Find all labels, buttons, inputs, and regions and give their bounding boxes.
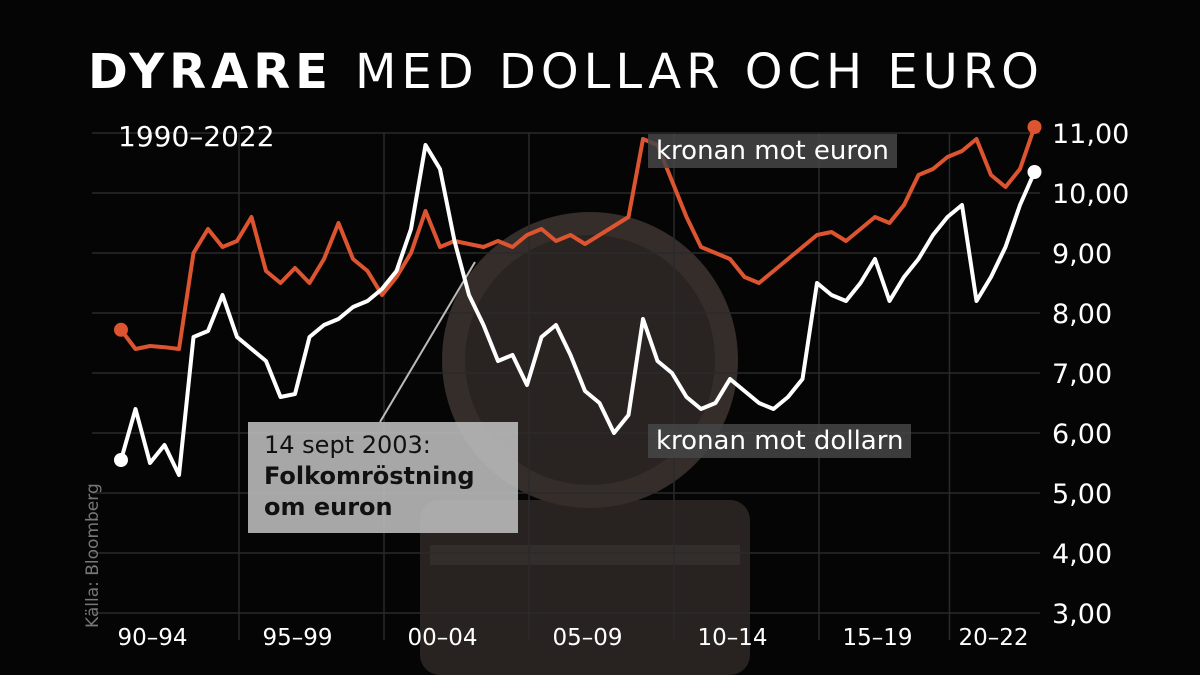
end-point [114,322,128,337]
end-point [114,453,128,467]
x-tick-label: 10–14 [697,625,767,651]
y-tick-label: 9,00 [1052,239,1112,270]
x-tick-label: 05–09 [552,625,622,651]
annotation-date: 14 sept 2003: [264,431,431,459]
end-point [1027,120,1042,134]
annotation-text: Folkomröstning om euron [264,462,475,521]
title-bold: DYRARE [88,44,333,100]
end-point [1027,165,1042,179]
annotation-pointer [379,261,476,423]
x-tick-label: 95–99 [262,625,332,651]
y-tick-label: 8,00 [1052,299,1112,330]
series-label: kronan mot dollarn [648,424,912,458]
y-tick-label: 10,00 [1052,179,1129,210]
plot [114,120,1042,477]
x-tick-label: 00–04 [407,625,477,651]
x-tick-label: 15–19 [842,625,912,651]
x-tick-label: 20–22 [958,625,1028,651]
chart-title: DYRARE MED DOLLAR OCH EURO [88,44,1044,100]
series-label: kronan mot euron [648,134,897,168]
y-tick-label: 5,00 [1052,479,1112,510]
grid: 3,00 4,00 5,00 6,00 7,00 8,00 9,00 10,00 11,00 90… [92,119,1129,651]
y-tick-label: 3,00 [1052,599,1112,630]
series-line [119,126,1037,351]
subtitle: 1990–2022 [118,120,275,153]
source: Källa: Bloomberg [83,483,103,628]
title-rest: MED DOLLAR OCH EURO [355,44,1044,100]
series-line [119,143,1037,477]
annotation: 14 sept 2003: Folkomröstning om euron [248,422,518,533]
x-tick-label: 90–94 [117,625,187,651]
y-tick-label: 6,00 [1052,419,1112,450]
y-tick-label: 7,00 [1052,359,1112,390]
y-tick-label: 11,00 [1052,119,1129,150]
y-tick-label: 4,00 [1052,539,1112,570]
